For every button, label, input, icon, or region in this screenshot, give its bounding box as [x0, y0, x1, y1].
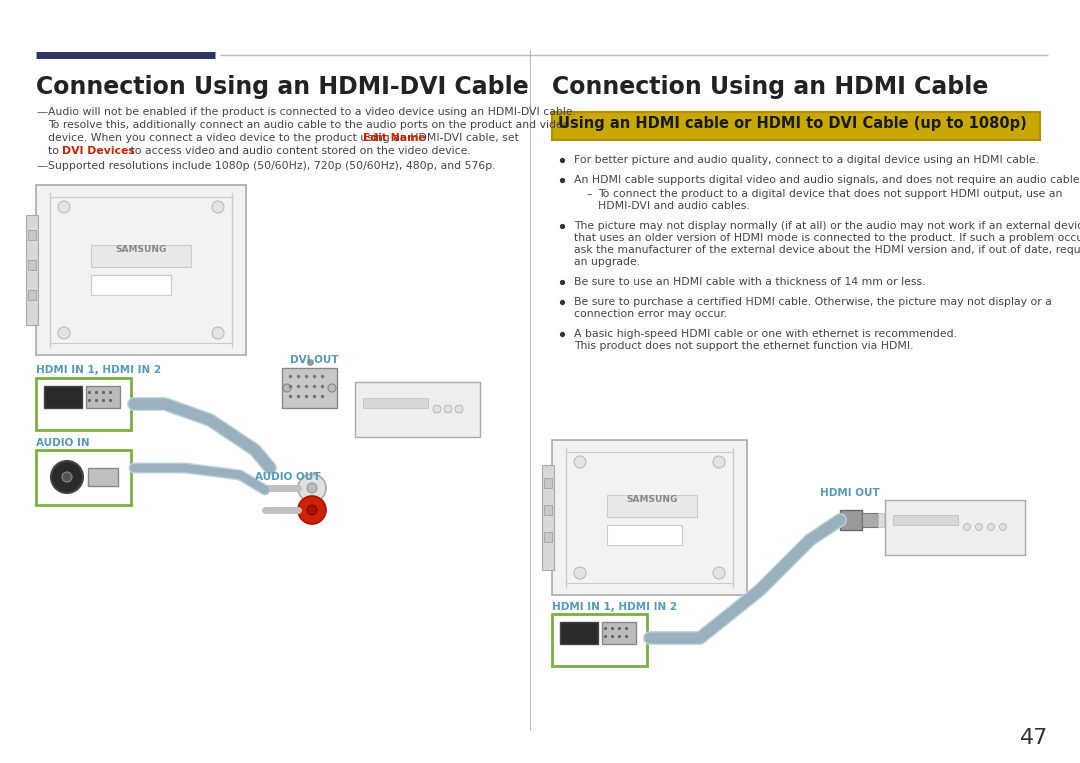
Bar	[602, 622, 636, 644]
Bar	[87, 468, 118, 486]
Circle shape	[573, 567, 586, 579]
Text: HDMI OUT: HDMI OUT	[820, 488, 880, 498]
Text: to: to	[48, 146, 63, 156]
Bar	[893, 515, 958, 525]
Bar	[91, 245, 191, 267]
Bar	[36, 450, 131, 505]
Text: Supported resolutions include 1080p (50/60Hz), 720p (50/60Hz), 480p, and 576p.: Supported resolutions include 1080p (50/…	[48, 161, 496, 171]
Text: For better picture and audio quality, connect to a digital device using an HDMI : For better picture and audio quality, co…	[573, 155, 1039, 165]
Bar	[878, 513, 885, 527]
Bar	[44, 386, 82, 408]
Circle shape	[975, 523, 983, 530]
Text: Connection Using an HDMI Cable: Connection Using an HDMI Cable	[552, 75, 988, 99]
Bar	[363, 398, 428, 408]
Circle shape	[212, 201, 224, 213]
Text: HDMI IN 1, HDMI IN 2: HDMI IN 1, HDMI IN 2	[552, 602, 677, 612]
Text: DVI Devices: DVI Devices	[62, 146, 135, 156]
Bar	[607, 525, 681, 545]
Bar	[28, 230, 36, 240]
Text: HDMI-DVI and audio cables.: HDMI-DVI and audio cables.	[598, 201, 750, 211]
Text: Edit Name: Edit Name	[363, 133, 426, 143]
Text: SAMSUNG: SAMSUNG	[116, 245, 166, 254]
Bar	[355, 382, 480, 437]
Text: –: –	[586, 189, 592, 199]
Circle shape	[987, 523, 995, 530]
Text: to access video and audio content stored on the video device.: to access video and audio content stored…	[127, 146, 471, 156]
Bar	[552, 440, 747, 595]
Bar	[26, 215, 38, 325]
Bar	[542, 465, 554, 570]
Text: —: —	[36, 107, 48, 117]
Bar	[86, 386, 120, 408]
Circle shape	[298, 496, 326, 524]
Text: DVI OUT: DVI OUT	[291, 355, 339, 365]
Bar	[561, 622, 598, 644]
Circle shape	[58, 201, 70, 213]
Text: AUDIO IN: AUDIO IN	[36, 438, 90, 448]
Circle shape	[444, 405, 453, 413]
Circle shape	[58, 327, 70, 339]
Text: —: —	[36, 161, 48, 171]
Circle shape	[51, 461, 83, 493]
Bar	[607, 495, 697, 517]
Circle shape	[307, 483, 318, 493]
Text: Audio will not be enabled if the product is connected to a video device using an: Audio will not be enabled if the product…	[48, 107, 576, 117]
Bar	[544, 505, 552, 515]
Text: To connect the product to a digital device that does not support HDMI output, us: To connect the product to a digital devi…	[598, 189, 1063, 199]
Text: connection error may occur.: connection error may occur.	[573, 309, 727, 319]
Text: Using an HDMI cable or HDMI to DVI Cable (up to 1080p): Using an HDMI cable or HDMI to DVI Cable…	[558, 116, 1027, 131]
Text: AUDIO OUT: AUDIO OUT	[255, 472, 321, 482]
Bar	[552, 112, 1040, 140]
Text: SAMSUNG: SAMSUNG	[626, 495, 677, 504]
Bar	[862, 513, 878, 527]
Bar	[544, 478, 552, 488]
Circle shape	[328, 384, 336, 392]
Text: that uses an older version of HDMI mode is connected to the product. If such a p: that uses an older version of HDMI mode …	[573, 233, 1080, 243]
Circle shape	[307, 505, 318, 515]
Bar	[544, 532, 552, 542]
Text: A basic high-speed HDMI cable or one with ethernet is recommended.: A basic high-speed HDMI cable or one wit…	[573, 329, 957, 339]
Text: Be sure to use an HDMI cable with a thickness of 14 mm or less.: Be sure to use an HDMI cable with a thic…	[573, 277, 926, 287]
Bar	[885, 500, 1025, 555]
Circle shape	[573, 456, 586, 468]
Circle shape	[713, 456, 725, 468]
Text: an upgrade.: an upgrade.	[573, 257, 640, 267]
Bar	[552, 614, 647, 666]
Circle shape	[713, 567, 725, 579]
Circle shape	[999, 523, 1007, 530]
Bar	[282, 368, 337, 408]
Circle shape	[298, 474, 326, 502]
Text: This product does not support the ethernet function via HDMI.: This product does not support the ethern…	[573, 341, 914, 351]
Text: ask the manufacturer of the external device about the HDMI version and, if out o: ask the manufacturer of the external dev…	[573, 245, 1080, 255]
Bar	[91, 275, 171, 295]
Circle shape	[212, 327, 224, 339]
Bar	[28, 290, 36, 300]
Text: Be sure to purchase a certified HDMI cable. Otherwise, the picture may not displ: Be sure to purchase a certified HDMI cab…	[573, 297, 1052, 307]
Text: The picture may not display normally (if at all) or the audio may not work if an: The picture may not display normally (if…	[573, 221, 1080, 231]
Text: HDMI IN 1, HDMI IN 2: HDMI IN 1, HDMI IN 2	[36, 365, 161, 375]
Circle shape	[433, 405, 441, 413]
Text: 47: 47	[1020, 728, 1048, 748]
Text: An HDMI cable supports digital video and audio signals, and does not require an : An HDMI cable supports digital video and…	[573, 175, 1080, 185]
Bar	[28, 260, 36, 270]
Circle shape	[62, 472, 72, 482]
Text: Connection Using an HDMI-DVI Cable: Connection Using an HDMI-DVI Cable	[36, 75, 529, 99]
Text: To resolve this, additionally connect an audio cable to the audio ports on the p: To resolve this, additionally connect an…	[48, 120, 569, 130]
Text: device. When you connect a video device to the product using an HDMI-DVI cable, : device. When you connect a video device …	[48, 133, 523, 143]
Bar	[840, 510, 862, 530]
Circle shape	[283, 384, 291, 392]
Circle shape	[963, 523, 971, 530]
Bar	[36, 378, 131, 430]
Circle shape	[455, 405, 463, 413]
Bar	[36, 185, 246, 355]
